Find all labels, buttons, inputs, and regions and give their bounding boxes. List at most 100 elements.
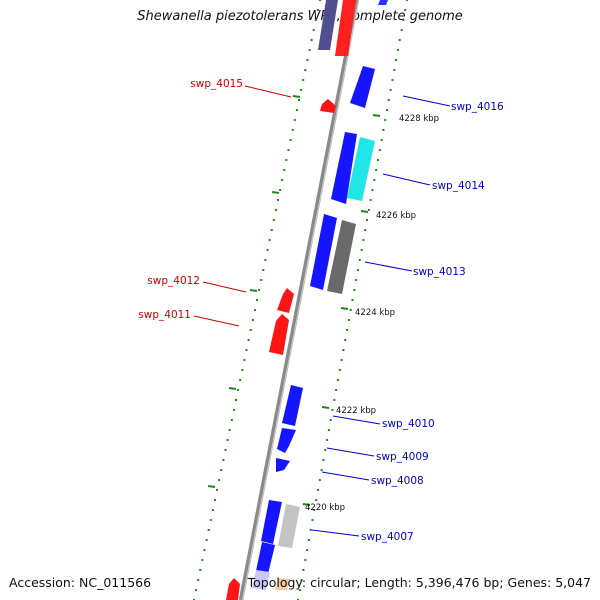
gene-swp-4008	[276, 458, 290, 472]
guide-dot	[235, 399, 237, 401]
guide-dot	[326, 439, 329, 441]
guide-dot	[316, 9, 319, 11]
kbp-tick	[340, 307, 349, 310]
gene-label-swp-4012[interactable]: swp_4012	[147, 275, 200, 287]
callout-swp-4011	[193, 315, 240, 327]
callout-swp-4009	[326, 447, 375, 457]
guide-dot	[272, 219, 275, 221]
guide-dot	[245, 349, 248, 351]
guide-dot	[338, 369, 341, 371]
guide-dot	[249, 329, 252, 331]
scale-ticks	[207, 95, 381, 506]
gene-swp-4010	[282, 385, 303, 426]
guide-dot	[400, 29, 403, 31]
guide-dot	[327, 429, 330, 431]
callout-swp-4013	[364, 261, 413, 272]
scale-label-4228: 4228 kbp	[399, 114, 439, 124]
guide-dot	[274, 209, 277, 211]
guide-dot	[241, 369, 244, 371]
guide-dot	[373, 179, 376, 181]
guide-dot	[375, 169, 378, 171]
guide-dot	[256, 299, 258, 301]
guide-dot	[402, 19, 405, 21]
kbp-tick	[360, 210, 369, 213]
guide-dot	[260, 279, 263, 281]
forward-callouts	[311, 95, 451, 537]
guide-dot	[346, 329, 349, 331]
callout-swp-4012	[202, 281, 247, 293]
guide-dot	[353, 289, 356, 291]
guide-dot	[386, 109, 388, 111]
guide-dot	[237, 389, 240, 391]
guide-dot	[317, 489, 319, 491]
guide-dot	[347, 319, 350, 321]
guide-dot	[203, 549, 206, 551]
kbp-tick	[302, 503, 311, 506]
gene-label-swp-4007[interactable]: swp_4007	[361, 531, 414, 543]
kbp-tick	[207, 485, 216, 488]
gene-label-swp-4013[interactable]: swp_4013	[413, 266, 466, 278]
guide-dot	[270, 229, 273, 231]
strand-guide-dots	[193, 0, 408, 600]
gene-bottom-blue	[256, 542, 275, 574]
guide-dot	[335, 389, 338, 391]
guide-dot	[308, 49, 311, 51]
guide-dot	[311, 519, 314, 521]
callout-swp-4007	[311, 529, 360, 537]
guide-dot	[313, 509, 316, 511]
gene-swp-4007-partner	[278, 504, 300, 548]
gene-label-swp-4008[interactable]: swp_4008	[371, 475, 424, 487]
guide-dot	[329, 419, 332, 421]
gene-label-swp-4015[interactable]: swp_4015	[190, 78, 243, 90]
guide-dot	[367, 209, 370, 211]
guide-dot	[201, 559, 204, 561]
kbp-tick	[292, 95, 301, 98]
guide-dot	[279, 189, 282, 191]
guide-dot	[315, 499, 318, 501]
guide-dot	[398, 39, 401, 41]
guide-dot	[247, 339, 250, 341]
guide-dot	[382, 129, 385, 131]
guide-dot	[362, 239, 365, 241]
guide-dot	[239, 379, 242, 381]
gene-swp-4009	[277, 428, 296, 453]
gene-swp-4013-partner	[327, 220, 356, 294]
backbone-line	[238, 0, 360, 600]
guide-dot	[283, 169, 286, 171]
guide-dot	[199, 569, 202, 571]
gene-block-top-red	[335, 0, 356, 56]
guide-dot	[291, 129, 294, 131]
gene-swp-4007	[261, 500, 282, 544]
guide-dot	[312, 29, 315, 31]
guide-dot	[220, 469, 223, 471]
guide-dot	[298, 589, 301, 591]
guide-dot	[243, 359, 246, 361]
gene-label-swp-4016[interactable]: swp_4016	[451, 101, 504, 113]
guide-dot	[218, 479, 221, 481]
guide-dot	[222, 459, 225, 461]
guide-dot	[302, 569, 305, 571]
gene-label-swp-4010[interactable]: swp_4010	[382, 418, 435, 430]
callout-swp-4014	[382, 173, 431, 186]
guide-dot	[376, 159, 379, 161]
guide-dot	[342, 349, 345, 351]
guide-dot	[214, 499, 216, 501]
gene-label-swp-4011[interactable]: swp_4011	[138, 309, 191, 321]
gene-swp-4016	[350, 66, 375, 108]
guide-dot	[232, 409, 235, 411]
gene-label-swp-4009[interactable]: swp_4009	[376, 451, 429, 463]
guide-dot	[258, 289, 261, 291]
guide-dot	[307, 539, 310, 541]
scale-label-4226: 4226 kbp	[376, 211, 416, 221]
guide-dot	[333, 399, 336, 401]
guide-dot	[387, 99, 390, 101]
kbp-tick	[321, 406, 330, 409]
guide-dot	[389, 89, 392, 91]
guide-dot	[358, 259, 361, 261]
guide-dot	[266, 249, 269, 251]
guide-dot	[216, 489, 219, 491]
map-title: Shewanella piezotolerans WP3, complete g…	[137, 9, 463, 24]
guide-dot	[230, 419, 233, 421]
gene-bottom-red	[226, 578, 240, 600]
gene-label-swp-4014[interactable]: swp_4014	[432, 180, 485, 192]
